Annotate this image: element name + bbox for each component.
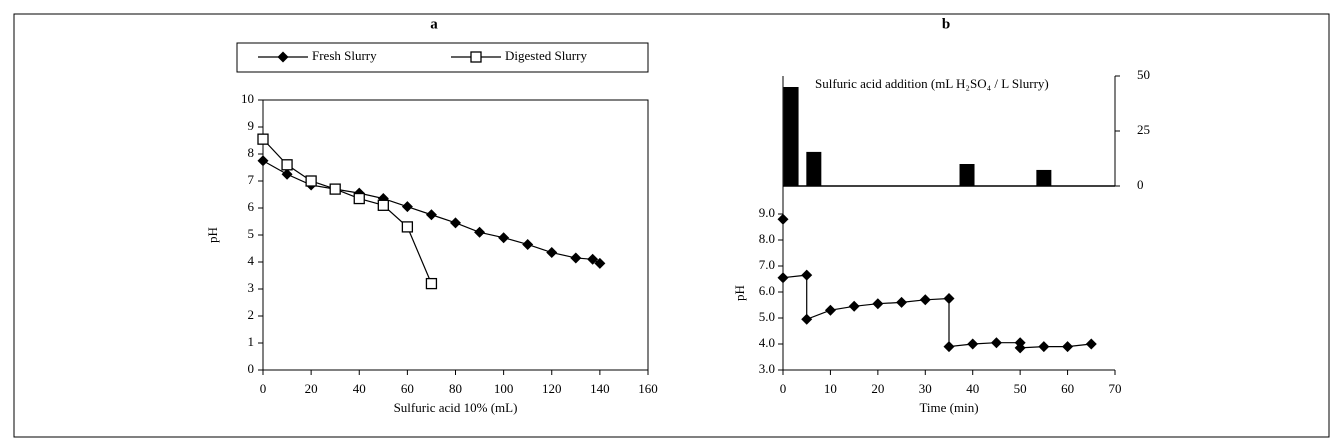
marker	[425, 209, 437, 221]
marker	[474, 226, 486, 238]
marker	[1038, 341, 1050, 353]
marker	[777, 213, 789, 225]
marker	[587, 253, 599, 265]
x-tick-label: 60	[401, 381, 414, 396]
x-tick-label: 100	[494, 381, 514, 396]
x-axis-label: Sulfuric acid 10% (mL)	[394, 400, 518, 415]
y-axis-label: pH	[205, 227, 220, 243]
y-axis-label: pH	[732, 285, 747, 301]
y-tick-label: 5	[248, 226, 255, 241]
x-tick-label: 60	[1061, 381, 1074, 396]
line	[262, 160, 601, 264]
frame	[13, 13, 1330, 438]
marker	[777, 272, 789, 284]
marker	[281, 159, 293, 171]
y-tick-label: 6.0	[759, 283, 775, 298]
x-tick-label: 40	[966, 381, 979, 396]
marker	[1085, 338, 1097, 350]
legend-marker	[470, 51, 482, 63]
marker	[353, 192, 365, 205]
y-tick-label: 10	[241, 91, 254, 106]
marker	[425, 277, 438, 290]
marker	[401, 221, 414, 233]
y-tick-label: 4.0	[759, 335, 775, 350]
marker	[570, 252, 582, 264]
marker	[943, 341, 955, 353]
marker	[896, 296, 908, 308]
marker	[967, 338, 979, 350]
plot-frame	[262, 99, 649, 371]
x-axis-label: Time (min)	[919, 400, 978, 415]
marker	[377, 199, 389, 211]
legend-marker	[277, 51, 289, 63]
legend-label: Digested Slurry	[505, 48, 587, 63]
y-tick-label: 7.0	[759, 257, 775, 272]
y-tick-label: 1	[248, 334, 255, 349]
y-tick-label: 6	[248, 199, 255, 214]
marker	[848, 300, 860, 312]
y-tick-label: 8.0	[759, 231, 775, 246]
x-tick-label: 140	[590, 381, 610, 396]
bar	[959, 164, 975, 186]
y-tick-label: 4	[248, 253, 255, 268]
marker	[498, 232, 510, 244]
y-tick-label: 3	[248, 280, 255, 295]
bar-annotation: Sulfuric acid addition (mL H₂SO₄ / L Slu…	[815, 76, 1049, 91]
x-tick-label: 20	[305, 381, 318, 396]
x-tick-label: 0	[780, 381, 787, 396]
marker	[872, 298, 884, 310]
marker	[990, 337, 1002, 349]
x-tick-label: 160	[638, 381, 658, 396]
y-tick-label: 3.0	[759, 361, 775, 376]
x-tick-label: 120	[542, 381, 562, 396]
y-tick-label: 8	[248, 145, 255, 160]
bar	[806, 151, 822, 186]
marker	[281, 168, 293, 180]
marker	[257, 155, 269, 167]
y-tick-label: 9.0	[759, 205, 775, 220]
marker	[257, 133, 269, 145]
x-tick-label: 50	[1014, 381, 1027, 396]
x-tick-label: 70	[1109, 381, 1122, 396]
x-tick-label: 40	[353, 381, 366, 396]
x-tick-label: 10	[824, 381, 837, 396]
y-tick-label: 2	[248, 307, 255, 322]
y2-tick-label: 50	[1137, 67, 1150, 82]
x-tick-label: 80	[449, 381, 462, 396]
marker	[1014, 342, 1026, 354]
marker	[1062, 341, 1074, 353]
chart-title: a	[430, 16, 438, 32]
marker	[919, 294, 931, 306]
marker	[546, 247, 558, 259]
y2-tick-label: 25	[1137, 122, 1150, 137]
y-tick-label: 9	[248, 118, 255, 133]
y-tick-label: 7	[248, 172, 255, 187]
y-tick-label: 5.0	[759, 309, 775, 324]
marker	[450, 217, 461, 229]
marker	[329, 183, 341, 195]
marker	[305, 175, 317, 187]
chart-title: b	[942, 16, 950, 32]
x-tick-label: 20	[871, 381, 884, 396]
marker	[943, 293, 955, 304]
y-tick-label: 0	[248, 361, 255, 376]
x-tick-label: 30	[919, 381, 932, 396]
y2-tick-label: 0	[1137, 177, 1144, 192]
marker	[801, 269, 813, 281]
marker	[401, 201, 413, 213]
marker	[824, 304, 836, 316]
bar	[1036, 169, 1052, 186]
marker	[522, 238, 534, 250]
x-tick-label: 0	[260, 381, 267, 396]
bar	[783, 87, 799, 186]
marker	[801, 313, 813, 325]
marker	[594, 257, 606, 269]
legend-label: Fresh Slurry	[312, 48, 377, 63]
